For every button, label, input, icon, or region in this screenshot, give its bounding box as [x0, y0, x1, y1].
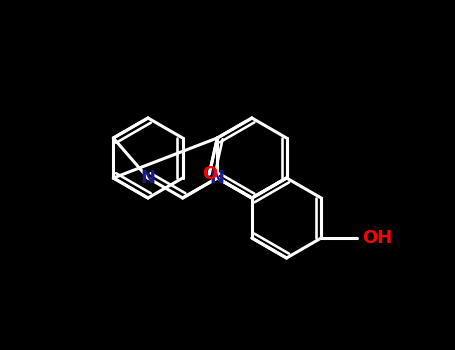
Text: OH: OH [362, 229, 393, 247]
Text: N: N [210, 169, 225, 187]
Text: N: N [141, 169, 156, 187]
Text: O: O [202, 165, 217, 183]
